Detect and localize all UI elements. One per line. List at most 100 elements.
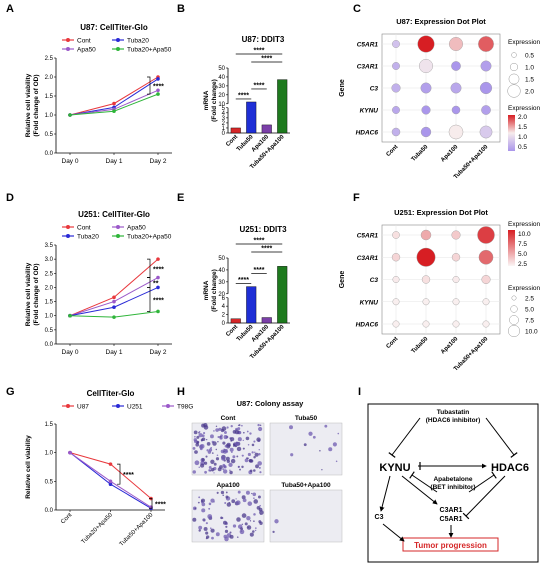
size-legend-label: 1.5 xyxy=(525,77,534,84)
colony-dot xyxy=(228,462,233,467)
legend-label: Tuba20 xyxy=(77,234,99,241)
colony-dot xyxy=(237,427,241,431)
colony-dot xyxy=(257,495,261,499)
colony-dot xyxy=(207,450,212,454)
data-point xyxy=(112,315,116,319)
chart-title: CellTiter-Glo xyxy=(87,389,135,398)
y-tick-label: 1.5 xyxy=(45,94,54,100)
expression-dot xyxy=(420,82,432,94)
bar xyxy=(246,101,257,134)
gene-label: C3 xyxy=(370,277,379,284)
x-tick-label: Day 2 xyxy=(150,349,167,356)
y-tick-label: 6 xyxy=(222,296,226,302)
x-tick-label: Cont xyxy=(60,512,73,525)
color-legend-bar xyxy=(508,115,515,151)
colony-dot xyxy=(324,424,328,428)
diagram-frame xyxy=(367,403,539,563)
colony-dot xyxy=(204,470,207,474)
x-tick-label: Cont xyxy=(225,324,239,338)
y-tick-label: 0.5 xyxy=(45,132,54,138)
legend-label: Apa50 xyxy=(127,225,146,232)
colony-dot xyxy=(241,454,244,457)
colony-dot xyxy=(247,526,249,528)
data-point xyxy=(112,295,116,300)
colony-dot xyxy=(220,490,225,495)
gene-label: KYNU xyxy=(360,108,379,115)
gene-label: C5AR1 xyxy=(357,233,379,240)
colony-dot xyxy=(252,492,257,497)
expression-dot xyxy=(391,127,401,137)
colony-dot xyxy=(208,469,211,472)
panel-letter-f: F xyxy=(353,192,360,204)
colony-dot xyxy=(308,431,313,436)
size-legend-title: Expression xyxy=(508,39,541,46)
colony-dot xyxy=(200,498,206,503)
colony-dot xyxy=(257,423,260,427)
y-axis-label: (Fold change) xyxy=(211,269,218,312)
colony-dot xyxy=(240,527,244,531)
colony-dot xyxy=(206,535,210,539)
colony-dot xyxy=(222,469,228,474)
line-chart-d: U251: CellTiter-Glo Cont Apa50 Tuba20 Tuba20… xyxy=(25,210,172,356)
colony-dot xyxy=(272,530,275,534)
significance-label: **** xyxy=(123,472,134,479)
colony-dot xyxy=(254,451,256,454)
colony-dot xyxy=(225,525,228,528)
y-axis-label: Relative cell viability xyxy=(25,435,32,499)
y-tick-label: 3.0 xyxy=(45,257,54,263)
expression-dot xyxy=(452,298,460,306)
size-legend-circle xyxy=(507,84,521,98)
gene-label: C5AR1 xyxy=(357,42,379,49)
panel-letter-g: G xyxy=(6,386,15,398)
condition-label: Cont xyxy=(386,144,400,158)
colony-dot xyxy=(216,491,219,494)
dot-plot-f: U251: Expression Dot Plot C5AR1 C3AR1 C3 KYN… xyxy=(339,208,541,373)
colony-dot xyxy=(224,529,229,533)
colony-dot xyxy=(223,435,228,440)
y-tick-label: 2 xyxy=(222,121,226,127)
colony-dot xyxy=(213,472,215,474)
size-legend-label: 2.5 xyxy=(525,296,534,303)
x-tick-label: Day 1 xyxy=(106,158,123,165)
expression-dot xyxy=(482,320,490,328)
significance-label: **** xyxy=(254,238,265,245)
colony-dot xyxy=(223,465,226,468)
colony-dot xyxy=(226,459,230,464)
colony-dot xyxy=(242,498,247,503)
colony-dot xyxy=(229,470,233,475)
size-legend-circle xyxy=(509,62,519,72)
colony-dot xyxy=(245,490,250,495)
y-tick-label: 2.5 xyxy=(45,56,54,62)
colony-dot xyxy=(198,431,200,434)
y-axis-label: Relative cell viability xyxy=(25,262,32,326)
colony-dot xyxy=(229,534,234,539)
legend-label: U87 xyxy=(77,404,89,411)
colony-dot xyxy=(194,507,197,510)
colony-dot xyxy=(196,435,200,439)
colony-dot xyxy=(216,454,219,457)
condition-label: Cont xyxy=(386,336,400,350)
node-tubastatin: Tubastatin xyxy=(437,409,469,416)
inhibit-bar xyxy=(462,512,470,520)
colony-dot xyxy=(203,527,208,531)
colony-dot xyxy=(237,437,242,442)
colony-dot xyxy=(257,461,262,466)
data-point xyxy=(108,479,113,484)
colony-dot xyxy=(229,469,231,472)
size-legend-circle xyxy=(507,324,521,338)
y-tick-label: 0.5 xyxy=(45,328,54,334)
expression-dot xyxy=(392,276,400,283)
colony-dot xyxy=(198,529,201,532)
colony-dot xyxy=(207,514,213,519)
panel-letter-c: C xyxy=(353,3,361,15)
colony-dot xyxy=(253,497,255,499)
expression-dot xyxy=(479,81,493,95)
inhibit-bar xyxy=(491,471,497,479)
colony-dot xyxy=(229,447,234,452)
colony-dot xyxy=(258,453,261,456)
colony-dot xyxy=(211,452,214,454)
colony-dot xyxy=(247,452,251,457)
expression-dot xyxy=(449,37,463,51)
color-legend-label: 1.0 xyxy=(518,134,527,141)
y-tick-label: 1.0 xyxy=(45,113,54,119)
